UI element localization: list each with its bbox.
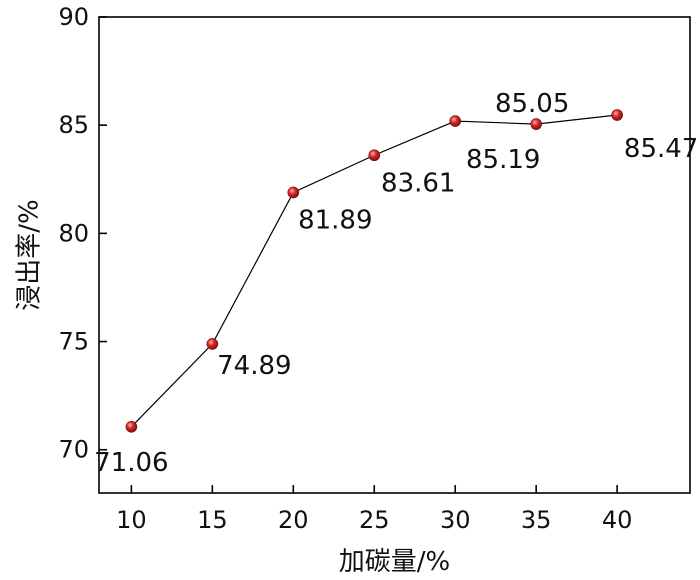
- y-tick-label: 85: [58, 111, 89, 139]
- x-axis-title: 加碳量/%: [339, 547, 450, 577]
- y-tick-label: 80: [58, 219, 89, 247]
- series-line: [130, 114, 618, 428]
- ticks: 70 75 80 85 90 10 15 20 25 30 35 40: [58, 3, 632, 534]
- data-label: 85.05: [495, 89, 569, 119]
- data-label: 83.61: [381, 168, 455, 198]
- data-label: 74.89: [217, 351, 291, 381]
- series: [125, 109, 623, 433]
- x-tick-label: 30: [440, 506, 471, 534]
- data-label: 81.89: [298, 205, 372, 235]
- y-axis-title: 浸出率/%: [15, 199, 45, 310]
- data-label: 71.06: [94, 448, 168, 478]
- x-tick-label: 25: [359, 506, 390, 534]
- data-point: [530, 118, 542, 130]
- y-tick-label: 90: [58, 3, 89, 31]
- y-tick-label: 70: [58, 436, 89, 464]
- x-tick-label: 40: [602, 506, 633, 534]
- data-point: [206, 338, 219, 350]
- x-tick-label: 15: [197, 506, 228, 534]
- data-point: [125, 420, 138, 433]
- data-point: [287, 186, 300, 199]
- axes: [98, 16, 691, 494]
- data-point: [368, 149, 381, 162]
- data-label: 85.47: [624, 134, 698, 164]
- y-tick-label: 75: [58, 328, 89, 356]
- data-label: 85.19: [466, 145, 540, 175]
- x-tick-label: 35: [521, 506, 552, 534]
- x-tick-label: 10: [116, 506, 147, 534]
- data-point: [449, 115, 462, 127]
- x-tick-label: 20: [278, 506, 309, 534]
- plot-frame: [98, 16, 691, 494]
- data-labels: 71.06 74.89 81.89 83.61 85.19 85.05 85.47: [94, 89, 698, 478]
- data-point: [611, 109, 623, 121]
